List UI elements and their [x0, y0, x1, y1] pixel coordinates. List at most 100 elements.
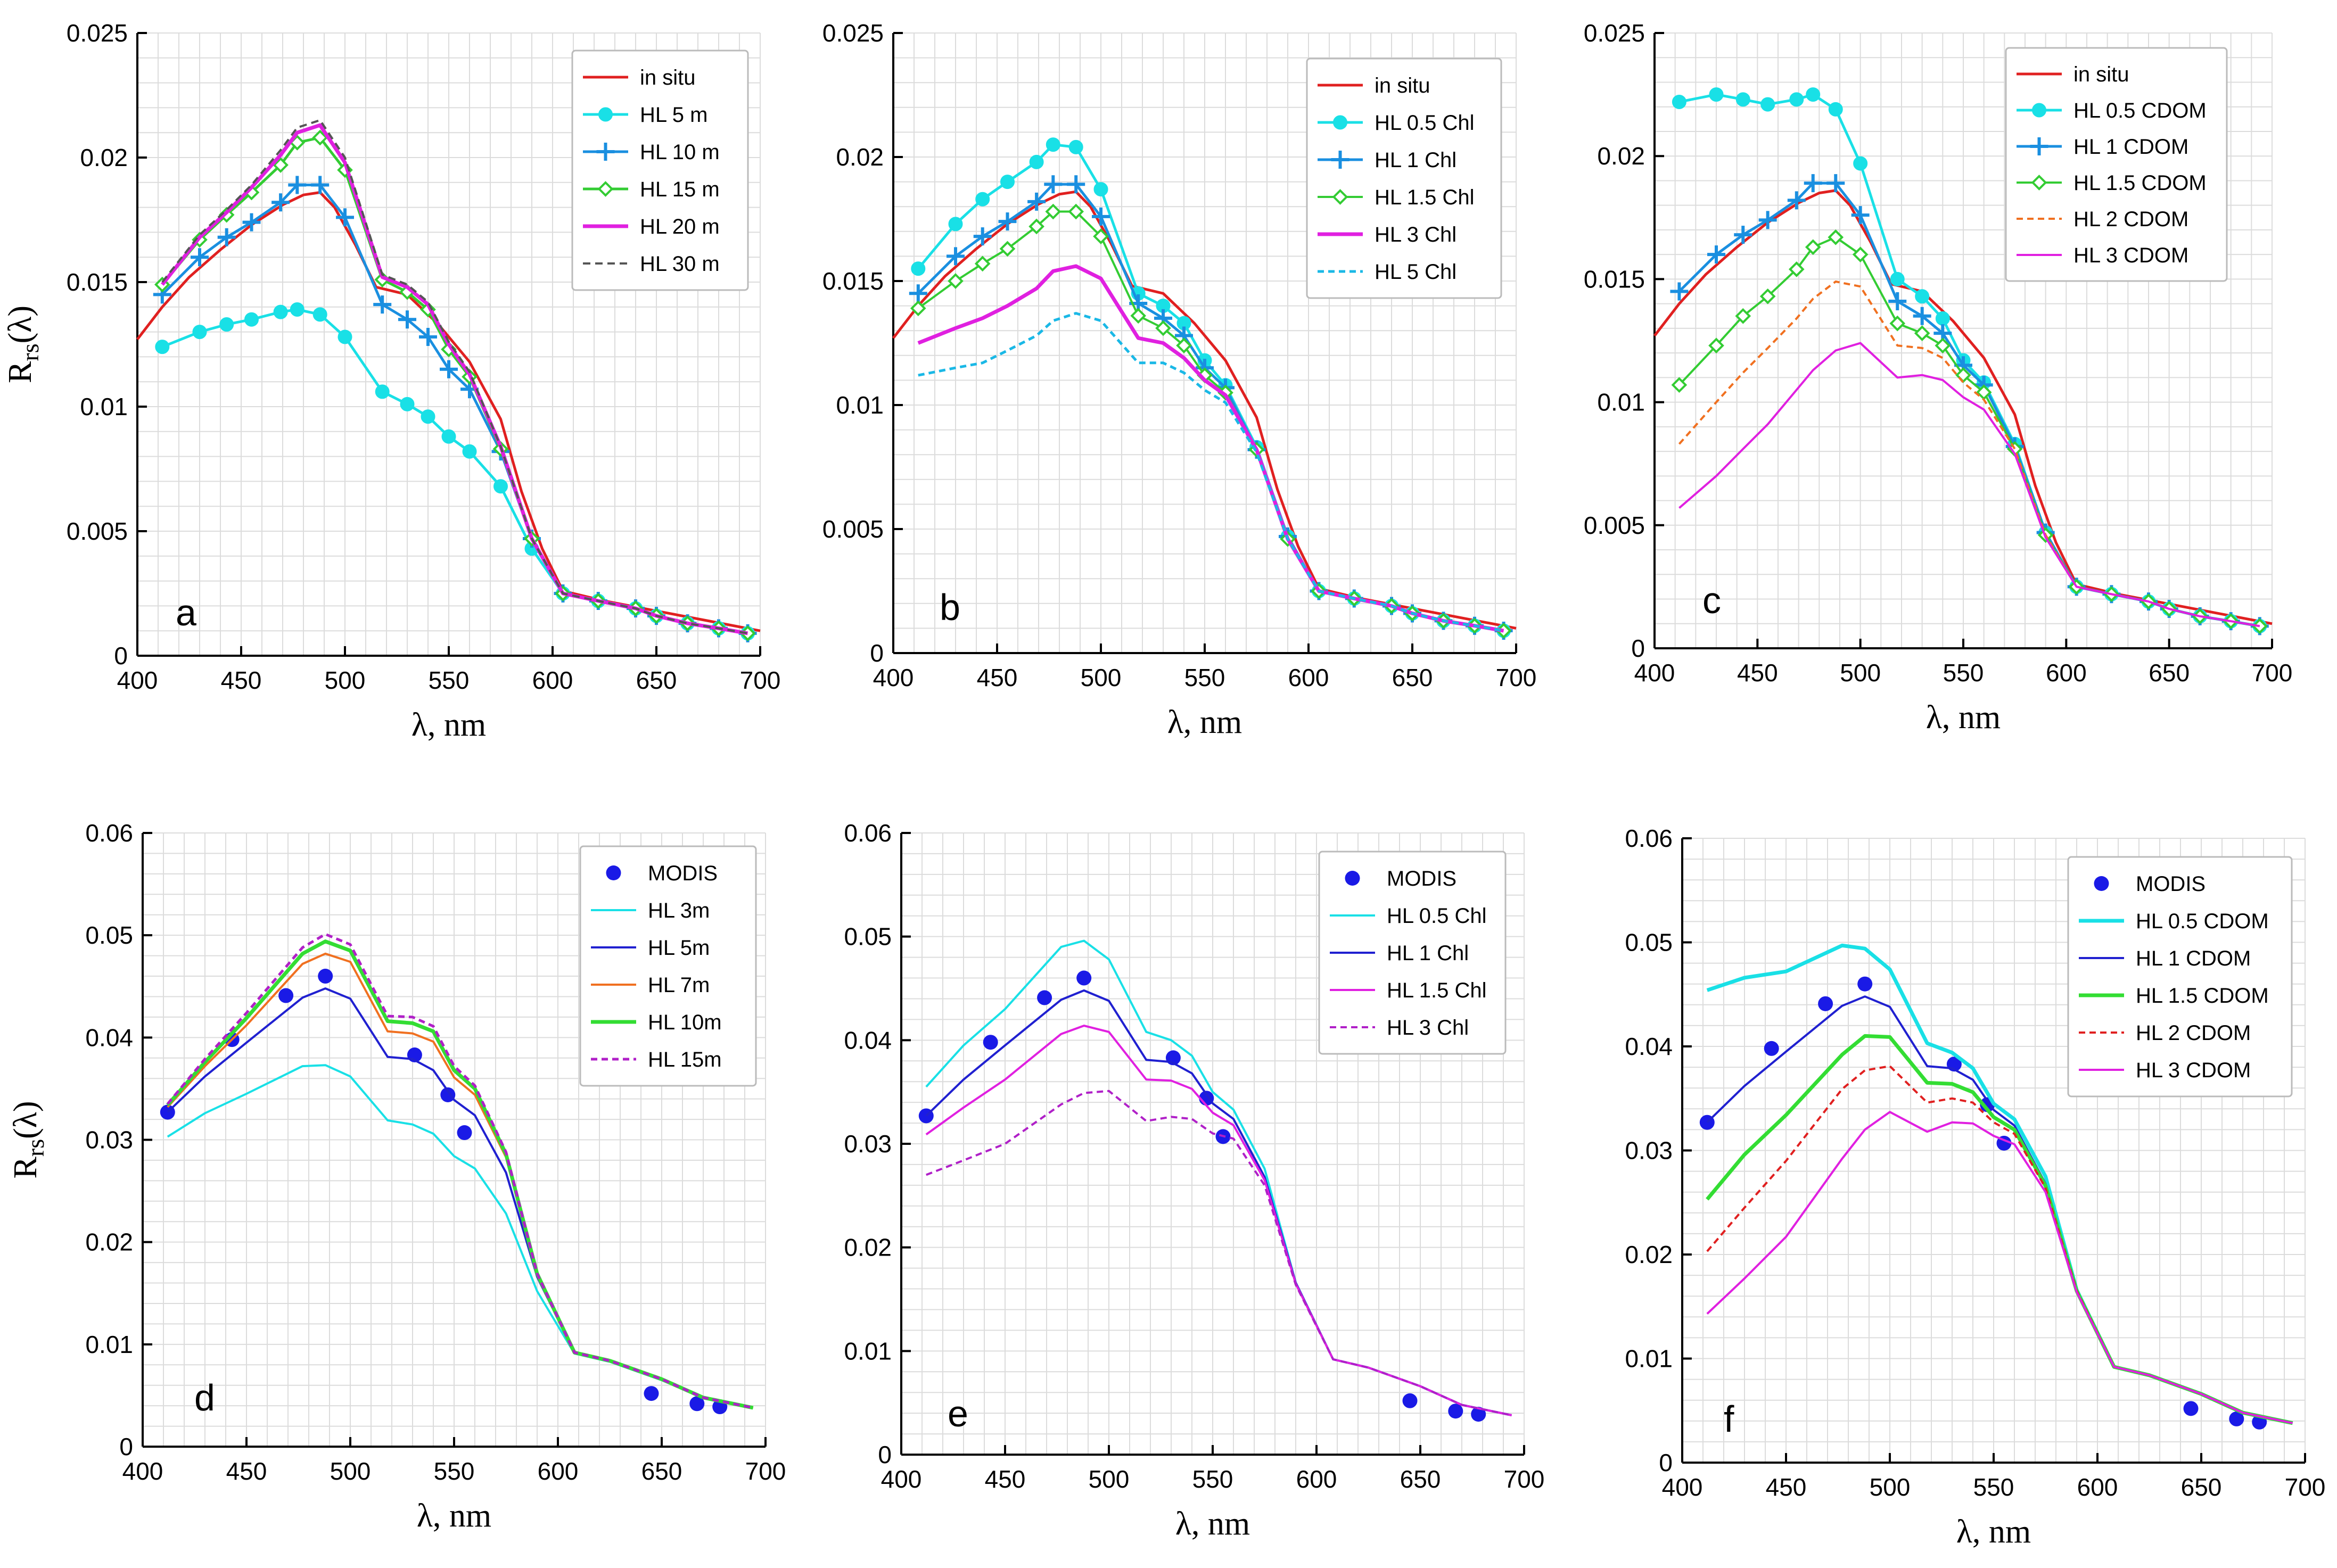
data-point [1671, 377, 1688, 393]
data-point [1448, 1404, 1463, 1419]
x-tick-label: 550 [1192, 1465, 1233, 1493]
legend-label: HL 10 m [640, 141, 720, 164]
legend-label: HL 1.5 CDOM [2073, 171, 2207, 195]
legend-label: HL 1 CDOM [2073, 135, 2188, 159]
y-tick-label: 0.005 [1584, 511, 1645, 539]
legend-label: HL 7m [648, 973, 710, 997]
legend-label: HL 0.5 Chl [1387, 904, 1487, 928]
y-tick-label: 0.01 [1625, 1345, 1673, 1373]
panel-a: 400 450 500 550 600 650 700 0 0.005 0.01 0.015 0.02… [2, 19, 780, 743]
panel-d: 400 450 500 550 600 650 700 0 0.01 0.02 0.03 0.04 0.… [7, 819, 786, 1534]
series-line [918, 312, 1504, 632]
data-point [1000, 175, 1015, 189]
legend-label: MODIS [2136, 872, 2206, 896]
panel-c: 400 450 500 550 600 650 700 0 0.005 0.01 0.015 0.02… [1584, 19, 2293, 736]
legend-marker [1332, 189, 1348, 205]
data-point [1707, 245, 1725, 264]
x-axis-label: λ, nm [1175, 1506, 1250, 1542]
data-point [1788, 261, 1805, 277]
x-tick-label: 650 [1400, 1465, 1441, 1493]
legend-box [579, 845, 757, 1087]
y-tick-label: 0.025 [822, 19, 884, 47]
y-axis-label-arg: (λ) [7, 1101, 44, 1139]
x-tick-label: 400 [1634, 659, 1675, 687]
data-point [1046, 137, 1060, 152]
y-tick-label: 0.06 [844, 819, 892, 847]
data-point [493, 479, 508, 494]
data-point [1804, 174, 1822, 193]
y-tick-label: 0.015 [67, 268, 128, 296]
data-point [312, 129, 328, 146]
y-tick-label: 0.03 [85, 1126, 133, 1154]
x-axis-label: λ, nm [1167, 704, 1242, 740]
data-point [1176, 337, 1192, 353]
data-point [1093, 182, 1108, 197]
x-tick-label: 650 [641, 1457, 682, 1485]
legend-c: in situ HL 0.5 CDOM HL 1 CDOM HL 1.5 CDOM HL… [2005, 47, 2228, 282]
data-point [948, 273, 964, 289]
y-tick-label: 0.04 [1625, 1033, 1673, 1060]
panel-letter: f [1724, 1398, 1734, 1440]
x-tick-label: 450 [1766, 1473, 1807, 1501]
data-point [1915, 289, 1930, 304]
data-point [1027, 192, 1046, 211]
x-axis-label: λ, nm [1956, 1514, 2031, 1550]
legend-box [2067, 856, 2293, 1097]
panel-letter: c [1702, 580, 1721, 621]
y-tick-label: 0.005 [67, 517, 128, 545]
data-point [1890, 271, 1905, 286]
x-tick-label: 450 [226, 1457, 267, 1485]
legend-f: MODIS HL 0.5 CDOM HL 1 CDOM HL 1.5 CDOM HL 2… [2067, 856, 2293, 1097]
data-point [1471, 1407, 1486, 1422]
series-line [926, 1090, 1512, 1416]
data-point [462, 444, 477, 459]
data-point [191, 248, 209, 267]
x-tick-label: 400 [1662, 1473, 1703, 1501]
data-point [1805, 239, 1821, 255]
y-tick-label: 0.04 [844, 1026, 892, 1054]
x-tick-label: 700 [2252, 659, 2293, 687]
x-tick-label: 550 [434, 1457, 475, 1485]
legend-marker [598, 107, 613, 122]
y-axis-label-main: R [7, 1156, 44, 1178]
legend-label: HL 1 Chl [1387, 942, 1469, 965]
data-point [336, 208, 354, 227]
data-point [1852, 246, 1869, 262]
y-tick-label: 0.01 [1597, 389, 1645, 416]
y-tick-label: 0.01 [836, 391, 884, 419]
legend-label: HL 0.5 CDOM [2073, 99, 2207, 122]
panels: 400 450 500 550 600 650 700 0 0.005 0.01 0.015 0.02… [2, 19, 2325, 1550]
data-point [217, 228, 236, 246]
data-point [1759, 288, 1776, 304]
x-tick-label: 600 [1288, 664, 1329, 691]
data-point [338, 329, 352, 344]
legend-marker [2030, 137, 2048, 155]
y-tick-label: 0.025 [1584, 19, 1645, 47]
data-point [1758, 211, 1777, 229]
y-tick-label: 0 [1659, 1449, 1673, 1476]
data-point [1828, 229, 1844, 245]
x-tick-label: 400 [873, 664, 914, 691]
y-tick-label: 0.01 [80, 393, 128, 420]
data-point [1709, 87, 1724, 102]
data-point [1760, 97, 1775, 112]
x-tick-label: 650 [2181, 1473, 2222, 1501]
data-point [975, 192, 990, 207]
data-point [1092, 207, 1110, 226]
data-point [1155, 320, 1171, 336]
panel-f: 400 450 500 550 600 650 700 0 0.01 0.02 0.03 0.04 0.… [1625, 824, 2325, 1550]
x-tick-label: 650 [636, 666, 677, 694]
y-tick-label: 0.03 [1625, 1137, 1673, 1165]
data-point [1828, 102, 1843, 117]
x-tick-label: 450 [1737, 659, 1778, 687]
legend-label: HL 5 m [640, 103, 707, 127]
x-tick-label: 650 [1392, 664, 1433, 691]
legend-label: HL 3 Chl [1375, 223, 1456, 246]
data-point [290, 302, 305, 317]
y-tick-label: 0.005 [822, 515, 884, 543]
series-e-4 [926, 1090, 1512, 1416]
x-tick-label: 500 [1081, 664, 1122, 691]
data-point [400, 397, 415, 411]
y-tick-label: 0.03 [844, 1130, 892, 1158]
series-c-5 [1678, 342, 2260, 628]
